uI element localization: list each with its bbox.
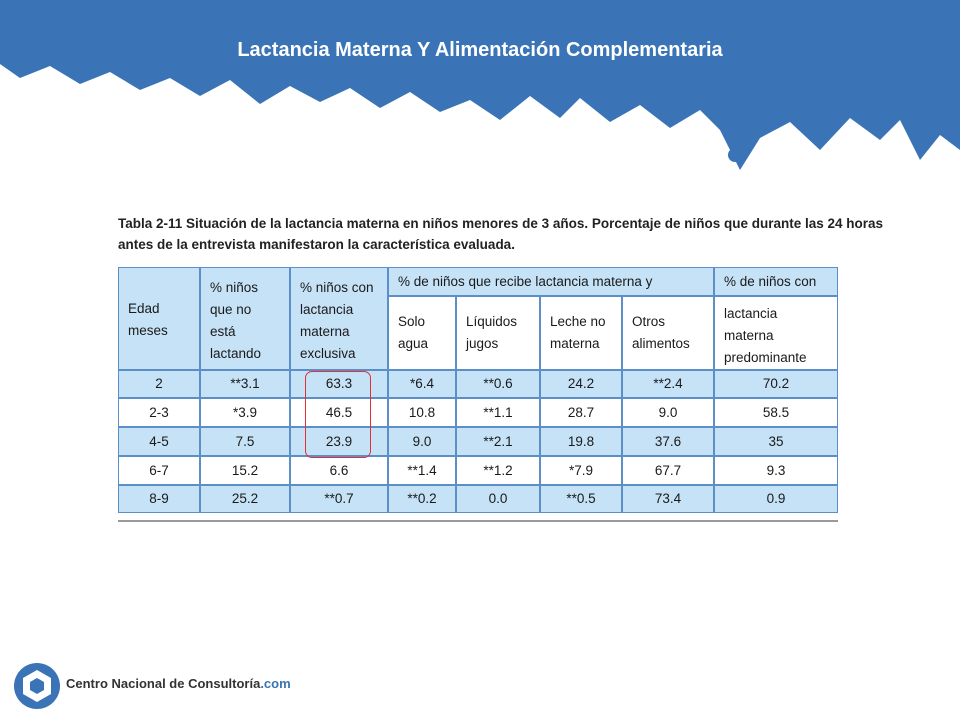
logo-icon (14, 663, 60, 709)
data-cell: 9.0 (622, 398, 714, 427)
header-line: materna (724, 328, 774, 343)
subheader-cell: Otros alimentos (622, 296, 714, 370)
header-line: meses (128, 323, 168, 338)
data-cell: 9.0 (388, 427, 456, 456)
header-line: agua (398, 336, 429, 351)
data-cell: 10.8 (388, 398, 456, 427)
header-line: Leche no (550, 314, 606, 329)
bottom-rule (118, 520, 838, 522)
data-cell: 6-7 (118, 456, 200, 485)
header-line: Solo (398, 314, 426, 329)
brand-domain: .com (260, 676, 291, 691)
subheader-cell: Leche no materna (540, 296, 622, 370)
data-cell: 35 (714, 427, 838, 456)
data-cell: 8-9 (118, 485, 200, 513)
data-cell: 2 (118, 370, 200, 398)
data-cell: 2-3 (118, 398, 200, 427)
data-cell: **1.4 (388, 456, 456, 485)
data-cell: **1.2 (456, 456, 540, 485)
highlight-box (305, 371, 371, 458)
data-cell: 37.6 (622, 427, 714, 456)
header-line: % de niños con (724, 274, 817, 289)
header-group: % de niños con (714, 267, 838, 296)
header-line: % de niños que recibe lactancia materna … (398, 274, 653, 289)
title: Lactancia Materna Y Alimentación Complem… (237, 39, 723, 61)
data-cell: **3.1 (200, 370, 290, 398)
data-cell: **0.7 (290, 485, 388, 513)
header-line: que no (210, 302, 252, 317)
data-cell: **2.4 (622, 370, 714, 398)
data-cell: **0.5 (540, 485, 622, 513)
header-banner: Lactancia Materna Y Alimentación Complem… (0, 0, 960, 170)
data-cell: **0.6 (456, 370, 540, 398)
caption-line: antes de la entrevista manifestaron la c… (118, 237, 515, 252)
header-line: % niños con (300, 280, 374, 295)
header-group: % de niños que recibe lactancia materna … (388, 267, 714, 296)
data-cell: **2.1 (456, 427, 540, 456)
header-cell: Edad meses (118, 267, 200, 370)
caption-line: Tabla 2-11 Situación de la lactancia mat… (118, 216, 884, 231)
header-line: Edad (128, 301, 160, 316)
subheader-cell: Líquidos jugos (456, 296, 540, 370)
data-cell: **1.1 (456, 398, 540, 427)
data-cell: 0.0 (456, 485, 540, 513)
data-cell: 0.9 (714, 485, 838, 513)
header-line: lactando (210, 346, 262, 361)
data-cell: 58.5 (714, 398, 838, 427)
header-line: materna (300, 324, 350, 339)
data-cell: 19.8 (540, 427, 622, 456)
header-cell: % niños con lactancia materna exclusiva (290, 267, 388, 370)
data-cell: 46.5 (290, 398, 388, 427)
data-cell: *3.9 (200, 398, 290, 427)
header-cell: % niños que no está lactando (200, 267, 290, 370)
header-line: Líquidos (466, 314, 518, 329)
data-cell: 6.6 (290, 456, 388, 485)
header-line: lactancia (724, 306, 778, 321)
data-cell: *6.4 (388, 370, 456, 398)
header-line: exclusiva (300, 346, 356, 361)
data-cell: 67.7 (622, 456, 714, 485)
header-line: % niños (210, 280, 259, 295)
header-line: jugos (466, 336, 499, 351)
data-cell: 4-5 (118, 427, 200, 456)
data-cell: *7.9 (540, 456, 622, 485)
brand: Centro Nacional de Consultoría.com (66, 676, 291, 691)
data-cell: 25.2 (200, 485, 290, 513)
header-line: materna (550, 336, 600, 351)
header-line: lactancia (300, 302, 354, 317)
header-line: está (210, 324, 236, 339)
subheader-cell: lactancia materna predominante (714, 296, 838, 370)
brand-name: Centro Nacional de Consultoría (66, 676, 261, 691)
header-line: predominante (724, 350, 807, 365)
data-cell: 15.2 (200, 456, 290, 485)
data-cell: 9.3 (714, 456, 838, 485)
data-cell: 24.2 (540, 370, 622, 398)
data-cell: 73.4 (622, 485, 714, 513)
subheader-cell: Solo agua (388, 296, 456, 370)
data-cell: **0.2 (388, 485, 456, 513)
header-line: Otros (632, 314, 666, 329)
data-cell: 7.5 (200, 427, 290, 456)
data-cell: 70.2 (714, 370, 838, 398)
header-line: alimentos (632, 336, 690, 351)
data-cell: 28.7 (540, 398, 622, 427)
